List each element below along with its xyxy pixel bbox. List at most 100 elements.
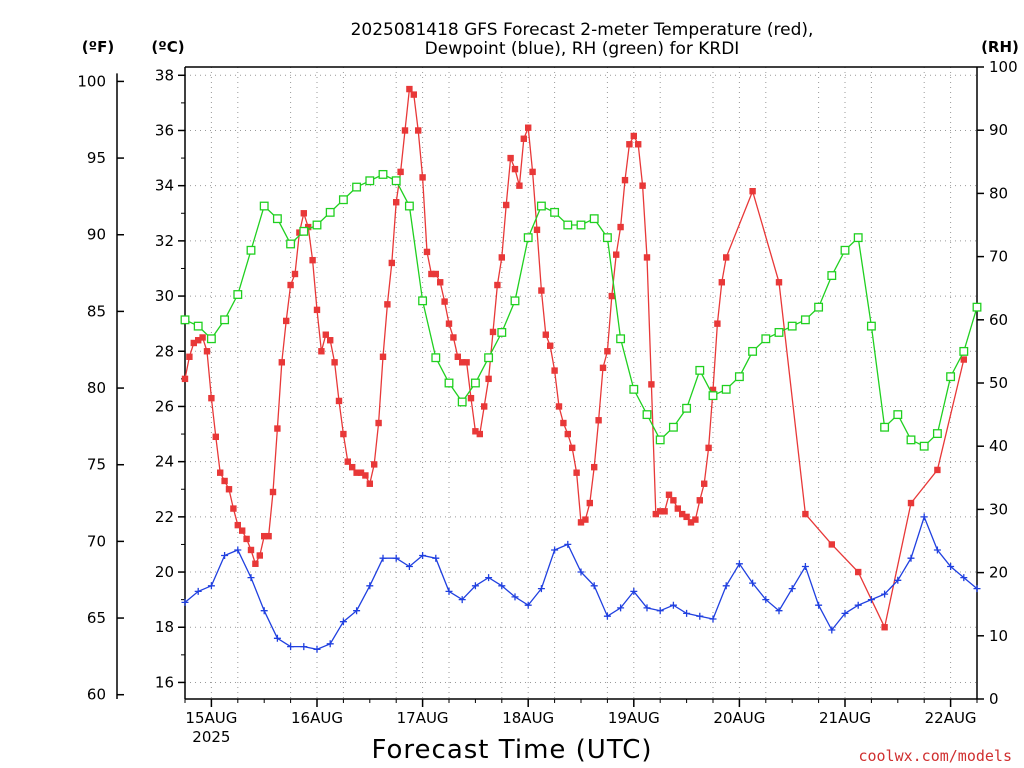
fahrenheit-tick-label: 95 — [87, 149, 106, 167]
dewpoint-point — [828, 626, 836, 634]
dewpoint-point — [933, 546, 941, 554]
rh-tick-label: 20 — [989, 564, 1008, 582]
celsius-tick-label: 36 — [155, 121, 174, 139]
x-tick-label: 22AUG — [925, 709, 977, 727]
rh-point — [800, 315, 810, 325]
temperature-point — [516, 182, 523, 189]
temperature-point — [432, 270, 439, 278]
rh-point — [734, 372, 744, 382]
dewpoint-point — [392, 554, 400, 562]
dewpoint-point — [815, 601, 823, 609]
celsius-tick-label: 26 — [155, 397, 174, 415]
rh-point — [866, 321, 876, 331]
dewpoint-point — [947, 563, 955, 570]
temperature-point — [419, 174, 426, 181]
fahrenheit-tick-label: 65 — [87, 609, 106, 627]
temperature-point — [547, 342, 554, 349]
dewpoint-point — [920, 513, 928, 521]
temperature-point — [221, 477, 228, 485]
dewpoint-point — [854, 601, 862, 609]
temperature-point — [371, 461, 378, 468]
rh-point — [695, 365, 705, 375]
dewpoint-point — [564, 540, 572, 548]
rh-tick-label: 50 — [989, 374, 1008, 392]
temperature-point — [582, 516, 589, 523]
rh-tick-label: 30 — [989, 500, 1008, 518]
temperature-point — [674, 505, 681, 512]
temperature-point — [613, 251, 620, 258]
celsius-tick-label: 32 — [155, 232, 174, 250]
temperature-point — [375, 419, 382, 427]
rh-tick-label: 40 — [989, 437, 1008, 455]
rh-point — [233, 290, 243, 299]
temperature-point — [190, 339, 197, 347]
temperature-point — [195, 337, 202, 344]
temperature-point — [533, 226, 541, 234]
temperature-point — [503, 201, 510, 209]
temperature-point — [577, 519, 585, 526]
temperature-point — [705, 444, 712, 452]
dewpoint-point — [762, 596, 770, 604]
temperature-point — [679, 510, 686, 518]
temperature-point — [199, 334, 206, 341]
dewpoint-point — [801, 563, 809, 570]
dewpoint-point — [247, 574, 255, 582]
temperature-point — [709, 386, 717, 394]
temperature-point — [247, 546, 255, 554]
rh-point — [576, 220, 586, 230]
rh-point — [352, 182, 362, 192]
celsius-tick-label: 24 — [155, 453, 174, 471]
temperature-point — [283, 317, 290, 325]
temperature-point — [621, 176, 629, 184]
temperature-point — [775, 279, 783, 286]
credit-text: coolwx.com/models — [858, 747, 1012, 765]
temperature-point — [441, 298, 448, 305]
rh-point — [484, 353, 494, 363]
temperature-point — [907, 499, 915, 507]
temperature-point — [331, 359, 338, 366]
x-axis-label: Forecast Time (UTC) — [371, 735, 652, 765]
temperature-point — [661, 508, 668, 515]
temperature-point — [269, 488, 277, 496]
dewpoint-point — [603, 612, 611, 620]
dewpoint-point — [234, 546, 242, 554]
fahrenheit-tick-label: 60 — [87, 686, 106, 704]
dewpoint-point — [537, 585, 545, 593]
temperature-point — [423, 248, 431, 256]
rh-point — [602, 233, 612, 243]
temperature-point — [340, 430, 347, 438]
x-tick-sublabel: 2025 — [192, 728, 230, 746]
temperature-point — [239, 527, 246, 534]
temperature-point — [569, 444, 576, 452]
rh-point — [959, 346, 969, 356]
temperature-point — [300, 210, 307, 217]
dewpoint-point — [907, 554, 915, 562]
rh-point — [470, 378, 480, 388]
dewpoint-point — [260, 607, 268, 615]
temperature-point — [437, 279, 444, 286]
rh-tick-label: 100 — [989, 58, 1018, 76]
temperature-point — [230, 505, 237, 512]
temperature-point — [467, 394, 475, 402]
rh-point — [550, 207, 560, 217]
temperature-point — [291, 270, 299, 278]
temperature-point — [881, 624, 888, 631]
rh-point — [814, 302, 824, 312]
temperature-point — [476, 430, 483, 438]
celsius-tick-label: 34 — [155, 177, 174, 195]
fahrenheit-tick-label: 70 — [87, 532, 106, 550]
temperature-point — [608, 292, 615, 300]
rh-point — [774, 327, 784, 337]
temperature-point — [397, 168, 404, 176]
dewpoint-point — [696, 612, 704, 620]
fahrenheit-tick-label: 100 — [77, 72, 106, 90]
temperature-point — [718, 279, 725, 286]
dewpoint-point — [973, 585, 981, 593]
rh-point — [510, 296, 520, 306]
temperature-point — [648, 381, 655, 388]
temperature-point — [538, 287, 545, 294]
rh-point — [246, 245, 256, 255]
dewpoint-point — [669, 601, 677, 609]
rh-tick-label: 80 — [989, 184, 1008, 202]
rh-point — [655, 435, 665, 445]
